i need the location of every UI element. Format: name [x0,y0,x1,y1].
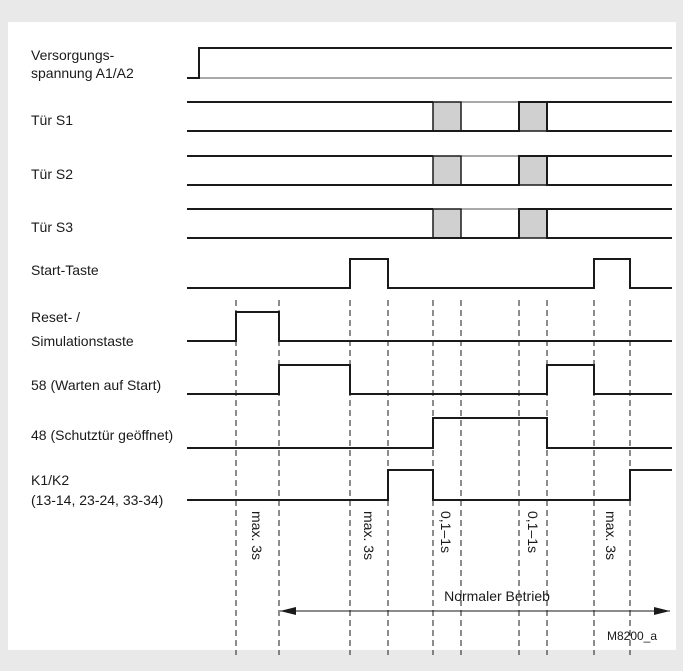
waveform-out48 [187,417,672,449]
signal-labels: Versorgungs-spannung A1/A2 Tür S1 Tür S2 Tü… [31,47,173,508]
door-transition-box [518,208,548,239]
door-transition-box [518,155,548,186]
door-transition-box [432,208,462,239]
timing-annotation: 0,1–1s [525,511,541,553]
signal-label-k1k2: K1/K2 [31,472,69,488]
door-transition-box [518,101,548,132]
timing-annotation: 0,1–1s [438,511,454,553]
signal-label-tuer_s3: Tür S3 [31,219,73,235]
waveform-out58 [187,364,672,395]
waveform-start_taste [187,258,672,289]
signal-label-out48: 48 (Schutztür geöffnet) [31,427,173,443]
signal-label-tuer_s1: Tür S1 [31,112,73,128]
door-transition-box [432,155,462,186]
normal-operation-label: Normaler Betrieb [444,588,550,604]
reference-lines [187,77,672,655]
signal-label-start_taste: Start-Taste [31,262,99,278]
waveform-tuer_s1 [187,101,672,132]
timing-annotations: max. 3s max. 3s 0,1–1s 0,1–1s max. 3s [249,511,619,560]
signal-label-reset: Simulationstaste [31,333,134,349]
waveform-versorgung [187,47,672,79]
timing-annotation: max. 3s [249,511,265,560]
signal-label-versorgung: Versorgungs- [31,47,115,63]
figure-id: M8200_a [607,629,657,643]
timing-annotation: max. 3s [603,511,619,560]
normal-operation-arrowhead-right [654,607,670,615]
waveform-tuer_s3 [187,208,672,239]
door-transition-box [432,101,462,132]
waveform-k1k2 [187,469,672,501]
signal-label-out58: 58 (Warten auf Start) [31,377,161,393]
signal-label-versorgung: spannung A1/A2 [31,65,134,81]
diagram-panel [8,22,676,650]
signal-label-tuer_s2: Tür S2 [31,166,73,182]
normal-operation: Normaler Betrieb [280,588,670,615]
signal-label-k1k2: (13-14, 23-24, 33-34) [31,492,163,508]
waveform-tuer_s2 [187,155,672,186]
normal-operation-arrowhead-left [280,607,296,615]
waveforms [187,47,672,501]
signal-label-reset: Reset- / [31,309,80,325]
waveform-reset [187,311,672,342]
timing-annotation: max. 3s [361,511,377,560]
